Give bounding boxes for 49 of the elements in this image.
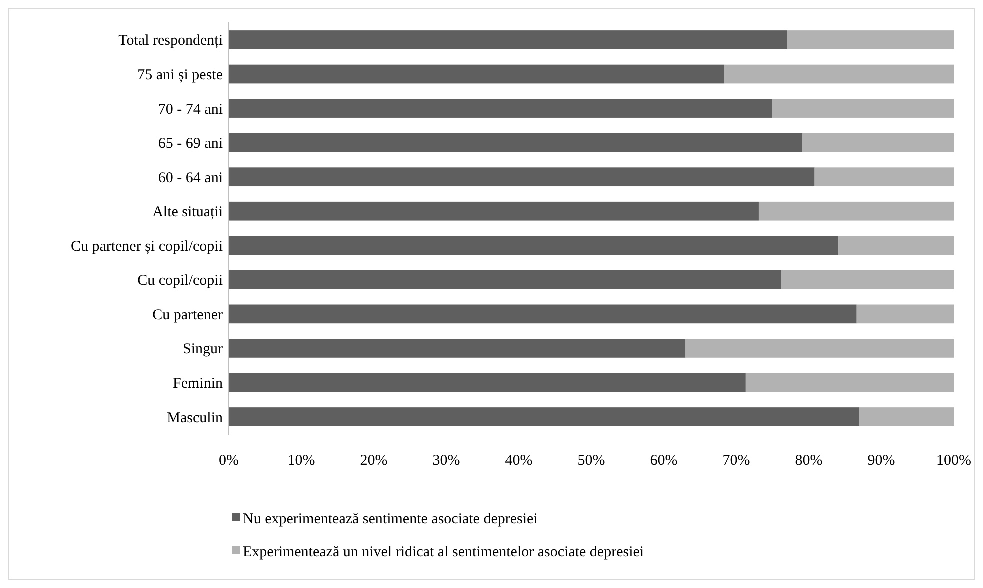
x-tick-label: 20%: [360, 453, 388, 469]
bar: [758, 202, 954, 221]
bar: [746, 373, 954, 392]
bar: [686, 339, 954, 358]
x-tick-label: 50%: [578, 453, 606, 469]
x-tick-label: 70%: [722, 453, 750, 469]
bar: [229, 133, 802, 152]
bar: [229, 202, 759, 221]
x-tick-label: 80%: [795, 453, 823, 469]
bar: [724, 64, 954, 84]
bar: [229, 408, 860, 426]
x-tick-label: 40%: [505, 453, 533, 469]
y-tick-label: Cu partener: [152, 307, 223, 324]
x-tick-label: 90%: [868, 453, 896, 469]
x-tick-label: 30%: [432, 453, 460, 469]
x-tick-label: 60%: [650, 453, 678, 469]
bar: [229, 304, 857, 324]
legend-label: Experimentează un nivel ridicat al sentimentelor asociate depresiei: [243, 544, 644, 560]
x-tick-label: 0%: [219, 453, 239, 469]
y-tick-label: Cu copil/copii: [138, 273, 223, 290]
legend-label: Nu experimentează sentimente asociate depresiei: [243, 511, 538, 528]
bar: [781, 270, 954, 290]
x-tick-label: 100%: [936, 453, 972, 469]
y-tick-label: 75 ani și peste: [138, 68, 224, 84]
bar: [859, 408, 954, 426]
bar: [856, 304, 954, 324]
y-tick-label: Singur: [182, 342, 223, 358]
bar: [229, 64, 724, 84]
bar: [772, 99, 954, 118]
bar: [802, 133, 954, 152]
x-tick-label: 10%: [288, 453, 316, 469]
bar: [229, 270, 782, 290]
y-tick-label: Total respondenți: [118, 33, 223, 50]
y-tick-label: Cu partener și copil/copii: [70, 238, 223, 255]
y-tick-label: 60 - 64 ani: [158, 170, 223, 186]
y-tick-label: 65 - 69 ani: [158, 136, 223, 152]
bar: [787, 30, 954, 50]
bar: [229, 99, 772, 118]
y-tick-label: Feminin: [172, 376, 224, 392]
bar: [229, 30, 788, 50]
bar: [229, 168, 815, 187]
y-tick-label: Masculin: [167, 410, 224, 426]
y-tick-label: Alte situații: [152, 204, 223, 221]
bar: [229, 236, 839, 256]
bar: [814, 168, 954, 187]
bar: [229, 373, 746, 392]
bar: [838, 236, 954, 256]
y-tick-label: 70 - 74 ani: [158, 102, 223, 118]
bar: [229, 339, 686, 358]
